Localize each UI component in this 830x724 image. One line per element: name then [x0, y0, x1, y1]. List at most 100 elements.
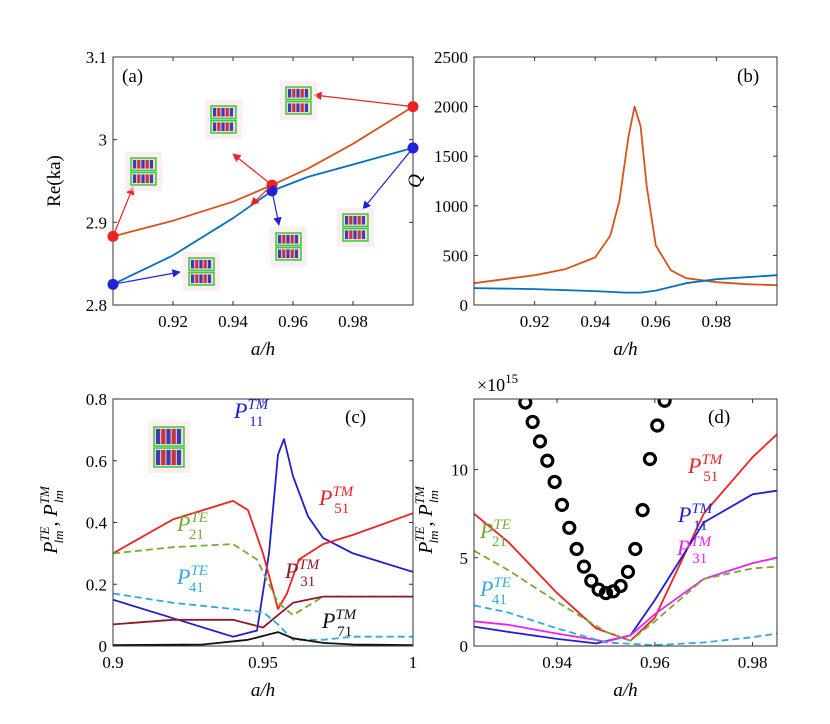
series-label: PTM 31 [284, 557, 321, 590]
x-tick-label: 0.95 [248, 653, 278, 672]
marker-point [628, 541, 643, 557]
marker-point [650, 418, 665, 433]
marker-point [635, 503, 650, 518]
marker-point [657, 399, 672, 408]
mode-arrow [112, 269, 181, 285]
marker-point [547, 474, 562, 490]
panel-2: 0.9 0.95 1 0 0.2 0.4 0.6 0.8 a/h (c) PTElm, PTMlm P… [37, 390, 417, 701]
series-label: PTM 11 [233, 397, 270, 430]
marker-point [532, 434, 548, 449]
marker-point [620, 564, 636, 580]
mode-profile-icon [125, 152, 162, 191]
series-line-P21TE [113, 543, 413, 616]
y-tick-label: 500 [443, 246, 469, 265]
series-label: PTM 51 [687, 452, 724, 485]
panel-label: (b) [737, 66, 759, 87]
y-tick-label: 1500 [434, 147, 468, 166]
y-tick-label: 0 [99, 637, 108, 656]
panel-1: 0.92 0.94 0.96 0.98 0 500 1000 1500 2000 2500 a/h (… [405, 48, 778, 360]
x-tick-label: 0.94 [542, 653, 572, 672]
mode-arrow [232, 153, 273, 186]
marker-point [562, 520, 577, 535]
panel-3: 0.94 0.96 0.98 0 5 10 a/h (d) ×1015 PTElm, PTMlm P… [412, 371, 778, 701]
y-tick-label: 10 [451, 461, 468, 480]
x-tick-label: 0.92 [520, 312, 550, 331]
mode-arrow [313, 91, 414, 108]
series-line-P41TE [474, 604, 777, 646]
y-axis-label: Re(ka) [44, 155, 65, 207]
x-axis-label: a/h [613, 339, 637, 360]
y-tick-label: 2.9 [86, 213, 107, 232]
y-tick-label: 5 [460, 549, 469, 568]
series-line-P51TM [113, 500, 413, 610]
series-line-P71TM [113, 631, 413, 646]
marker-point [591, 582, 606, 597]
y-tick-label: 2000 [434, 98, 468, 117]
x-tick-label: 0.96 [641, 312, 671, 331]
panel-label: (a) [122, 66, 143, 87]
series-label: PTE 21 [176, 510, 208, 543]
series-label: PTM 51 [318, 484, 355, 517]
series-line-P11TM [113, 438, 413, 638]
panel-label: (d) [708, 407, 730, 428]
y-axis-label: Q [405, 174, 426, 188]
mode-profile-icon [205, 100, 242, 139]
x-axis-label: a/h [251, 680, 275, 701]
y-tick-label: 0.2 [86, 575, 107, 594]
y-tick-label: 2.8 [86, 296, 107, 315]
x-tick-label: 0.9 [102, 653, 123, 672]
x-axis-label: a/h [613, 680, 637, 701]
series-label: PTM 31 [676, 534, 713, 567]
series-line-P51TM [474, 433, 777, 642]
y-axis-label: PTElm, PTMlm [37, 485, 66, 555]
series-label: PTM 71 [321, 607, 358, 640]
x-tick-label: 0.94 [580, 312, 610, 331]
series-label: PTE 21 [479, 517, 511, 550]
x-tick-label: 0.98 [738, 653, 768, 672]
mode-profile-icon [280, 81, 317, 120]
axes-frame [112, 56, 414, 306]
axes-frame [473, 56, 778, 306]
x-tick-label: 0.98 [338, 312, 368, 331]
mode-profile-icon [148, 421, 190, 473]
axes-frame [473, 398, 778, 647]
series-line-orange [474, 105, 777, 287]
y-axis-label: PTElm, PTMlm [412, 485, 441, 555]
y-tick-label: 0 [460, 637, 469, 656]
x-tick-label: 0.94 [218, 312, 248, 331]
x-tick-label: 0.96 [640, 653, 670, 672]
y-tick-label: 0.8 [86, 390, 107, 409]
series-label: PTE 41 [479, 575, 511, 608]
y-tick-label: 3.1 [86, 48, 107, 67]
y-tick-label: 1000 [434, 197, 468, 216]
series-line-P31TM [113, 595, 413, 629]
marker-point [540, 453, 555, 468]
axes-frame [112, 398, 414, 647]
mode-profile-icon [270, 227, 307, 266]
marker-point [642, 451, 658, 467]
panel-label: (c) [345, 407, 366, 428]
mode-profile-icon [337, 208, 374, 247]
marker-point [518, 399, 533, 410]
series-line-P21TE [474, 549, 777, 642]
mode-arrow [362, 147, 414, 210]
series-line-P41TE [113, 592, 413, 641]
series-label: PTE 41 [176, 563, 208, 596]
x-axis-label: a/h [251, 339, 275, 360]
y-tick-label: 3 [99, 131, 108, 150]
marker-point [674, 376, 685, 387]
marker-point [525, 414, 540, 430]
x-tick-label: 0.92 [158, 312, 188, 331]
marker-point [569, 541, 584, 557]
y-tick-label: 0.4 [86, 514, 108, 533]
series-label: PTM 11 [677, 501, 714, 534]
x-tick-label: 0.96 [278, 312, 308, 331]
mode-arrow [250, 184, 273, 206]
x-tick-label: 0.98 [702, 312, 732, 331]
marker-point [598, 585, 614, 601]
y-tick-label: 0.6 [86, 452, 107, 471]
marker-point [576, 559, 592, 574]
mode-arrow [271, 190, 282, 226]
marker-point [584, 573, 599, 588]
